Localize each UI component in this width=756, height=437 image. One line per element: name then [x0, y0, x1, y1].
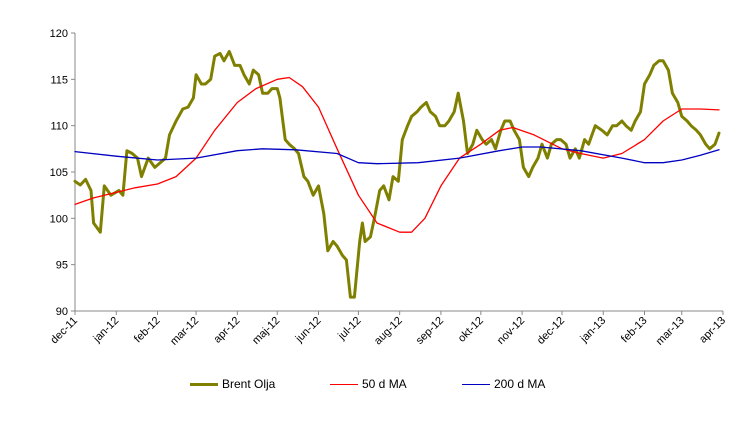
y-tick-label: 95 — [56, 260, 68, 272]
legend-label-200ma: 200 d MA — [494, 377, 546, 391]
x-axis: dec-11 jan-12 feb-12 mar-12 apr-12 maj-12 jun-… — [48, 310, 728, 348]
legend-label-50ma: 50 d MA — [362, 377, 407, 391]
legend-label-brent: Brent Olja — [222, 377, 276, 391]
y-tick-label: 105 — [50, 167, 68, 179]
x-tick-label: okt-12 — [456, 315, 486, 345]
legend-swatch-50ma — [330, 383, 358, 385]
y-tick-label: 120 — [50, 28, 68, 40]
x-tick-label: mar-13 — [654, 315, 687, 348]
x-tick-label: nov-12 — [495, 315, 527, 347]
series-line-50ma — [74, 76, 720, 233]
x-tick-label: aug-12 — [372, 315, 405, 348]
x-tick-label: dec-11 — [48, 315, 80, 347]
x-tick-label: jan-13 — [578, 315, 609, 346]
x-tick-label: jul-12 — [335, 315, 363, 343]
x-tick-label: apr-13 — [697, 315, 728, 346]
x-tick-label: feb-13 — [619, 315, 650, 346]
x-tick-label: dec-12 — [535, 315, 567, 347]
x-tick-label: jan-12 — [91, 315, 122, 346]
x-tick-label: mar-12 — [168, 315, 201, 348]
x-tick-label: maj-12 — [250, 315, 282, 347]
x-tick-label: sep-12 — [414, 315, 446, 347]
x-tick-label: apr-12 — [211, 315, 242, 346]
legend-item-brent: Brent Olja — [190, 372, 275, 396]
series-line-200ma — [74, 146, 720, 165]
y-tick-label: 100 — [50, 213, 68, 225]
legend-item-50ma: 50 d MA — [330, 372, 407, 396]
y-axis: 90 95 100 105 110 115 120 — [50, 28, 76, 318]
x-tick-label: feb-12 — [132, 315, 163, 346]
series-group — [73, 50, 721, 299]
series-line-brent — [73, 50, 721, 299]
legend-swatch-brent — [190, 382, 218, 386]
y-tick-label: 115 — [50, 74, 68, 86]
legend-swatch-200ma — [462, 383, 490, 385]
legend-item-200ma: 200 d MA — [462, 372, 545, 396]
x-tick-label: jun-12 — [293, 315, 324, 346]
legend: Brent Olja 50 d MA 200 d MA — [0, 372, 756, 396]
y-tick-label: 90 — [56, 306, 68, 318]
y-tick-label: 110 — [50, 121, 68, 133]
